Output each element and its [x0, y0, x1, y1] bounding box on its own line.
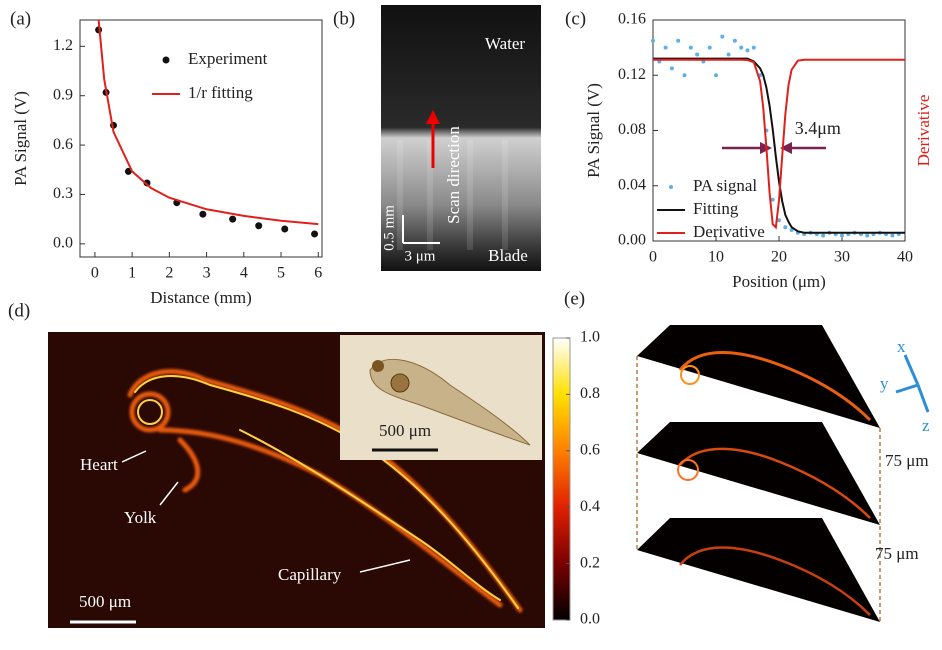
panel-label: (e)	[564, 288, 585, 309]
x-axis-label: Position (μm)	[732, 272, 826, 291]
plane-bottom	[637, 518, 880, 622]
axis-z: z	[922, 416, 930, 435]
label-blade: Blade	[488, 246, 528, 265]
annotation: 3.4μm	[795, 118, 841, 138]
colorbar-tick-label: 0.4	[580, 498, 600, 515]
colorbar	[553, 338, 570, 620]
y-tick-label: 0.9	[53, 86, 73, 103]
data-point	[311, 230, 318, 237]
data-point	[727, 53, 731, 57]
x-tick-label: 3	[203, 265, 211, 282]
scale-h: 3 μm	[405, 248, 436, 264]
plane-middle	[637, 422, 880, 525]
x-tick-label: 20	[771, 249, 787, 266]
panel-b: (b) Water Blade Scan direction 0.5 mm 3 …	[333, 5, 541, 271]
data-point	[783, 225, 787, 229]
scale-label: 500 μm	[79, 592, 131, 611]
data-point	[281, 226, 288, 233]
data-point	[683, 73, 687, 77]
data-point	[746, 48, 750, 52]
y-tick-label: 0.08	[618, 121, 646, 138]
data-point	[720, 35, 724, 39]
data-point	[714, 73, 718, 77]
x-tick-label: 30	[834, 249, 850, 266]
y-tick-label: 0.04	[618, 176, 646, 193]
data-point	[670, 66, 674, 70]
data-point	[752, 46, 756, 50]
legend-swatch	[669, 185, 673, 189]
label-capillary: Capillary	[278, 565, 342, 584]
colorbar-tick-label: 0.8	[580, 385, 600, 402]
label-yolk: Yolk	[124, 508, 157, 527]
legend-label: Experiment	[188, 49, 268, 68]
y-tick-label: 0.00	[618, 232, 646, 249]
axes-triad	[896, 355, 928, 412]
colorbar-tick-label: 0.2	[580, 554, 600, 571]
inset-scale-label: 500 μm	[379, 421, 431, 440]
y-tick-label: 0.6	[53, 136, 73, 153]
legend-label: Derivative	[693, 222, 765, 241]
y-tick-label: 1.2	[53, 37, 73, 54]
y-tick-label: 0.3	[53, 185, 73, 202]
series-line	[653, 60, 905, 228]
data-point	[689, 46, 693, 50]
data-point	[890, 233, 894, 237]
y-axis-label: PA Signal (V)	[584, 83, 603, 178]
data-point	[840, 233, 844, 237]
data-point	[199, 211, 206, 218]
x-tick-label: 1	[128, 265, 136, 282]
y2-axis-label: Derivative	[914, 95, 933, 167]
legend-label: Fitting	[693, 199, 739, 218]
gap-label: 75 μm	[875, 544, 919, 563]
x-axis-label: Distance (mm)	[150, 288, 252, 307]
figure: (b) Water Blade Scan direction 0.5 mm 3 …	[0, 0, 942, 650]
x-tick-label: 10	[708, 249, 724, 266]
axis-x: x	[897, 337, 906, 356]
axis-y: y	[880, 374, 889, 393]
data-point	[739, 46, 743, 50]
x-tick-label: 2	[165, 265, 173, 282]
panel-d: (d) 500 μm Heart Yolk Capil	[8, 300, 545, 628]
data-point	[229, 216, 236, 223]
data-point	[821, 233, 825, 237]
label-heart: Heart	[80, 455, 118, 474]
x-tick-label: 5	[277, 265, 285, 282]
panel-label: (a)	[10, 8, 31, 29]
y-tick-label: 0.0	[53, 235, 73, 252]
panel-label: (c)	[565, 8, 586, 29]
panel-label: (d)	[8, 300, 30, 321]
gap-label: 75 μm	[885, 451, 929, 470]
colorbar-tick-label: 0.0	[580, 611, 600, 628]
data-point	[676, 39, 680, 43]
data-point	[708, 46, 712, 50]
data-point	[733, 39, 737, 43]
y-tick-label: 0.12	[618, 66, 646, 83]
x-tick-label: 0	[649, 249, 657, 266]
x-tick-label: 6	[314, 265, 322, 282]
x-tick-label: 0	[91, 265, 99, 282]
data-point	[255, 222, 262, 229]
legend-label: 1/r fitting	[188, 83, 253, 102]
colorbar-tick-label: 0.6	[580, 441, 600, 458]
data-point	[664, 46, 668, 50]
scale-v: 0.5 mm	[381, 205, 397, 251]
x-tick-label: 40	[897, 249, 913, 266]
panel-e: (e) 75 μm 75 μm x y z	[564, 288, 930, 622]
data-point	[651, 39, 655, 43]
data-point	[865, 233, 869, 237]
colorbar-tick-label: 1.0	[580, 329, 600, 346]
legend-swatch	[163, 57, 170, 64]
panel-label: (b)	[333, 8, 355, 29]
y-tick-label: 0.16	[618, 11, 646, 28]
plane-top	[637, 325, 880, 428]
x-tick-label: 4	[240, 265, 248, 282]
data-point	[695, 53, 699, 57]
legend-label: PA signal	[693, 176, 757, 195]
y-axis-label: PA Signal (V)	[11, 91, 30, 186]
label-scan: Scan direction	[444, 126, 463, 224]
label-water: Water	[485, 34, 525, 53]
